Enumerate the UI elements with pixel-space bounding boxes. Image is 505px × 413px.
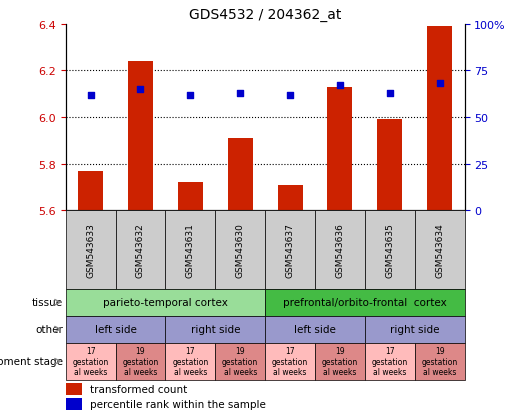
Bar — [166, 343, 215, 380]
Text: 17
gestation
al weeks: 17 gestation al weeks — [272, 347, 308, 376]
Bar — [66, 398, 82, 410]
Text: prefrontal/orbito-frontal  cortex: prefrontal/orbito-frontal cortex — [283, 297, 447, 308]
Point — [136, 86, 144, 93]
Bar — [278, 185, 302, 211]
Bar — [427, 27, 452, 211]
Text: 19
gestation
al weeks: 19 gestation al weeks — [422, 347, 458, 376]
Bar — [166, 211, 215, 289]
Bar — [66, 289, 265, 316]
Bar — [365, 343, 415, 380]
Text: 19
gestation
al weeks: 19 gestation al weeks — [122, 347, 159, 376]
Bar — [315, 211, 365, 289]
Bar — [265, 289, 465, 316]
Bar — [327, 88, 352, 211]
Bar — [116, 211, 166, 289]
Text: GSM543632: GSM543632 — [136, 223, 145, 277]
Text: right side: right side — [190, 324, 240, 335]
Bar — [315, 343, 365, 380]
Bar — [377, 120, 402, 211]
Bar — [178, 183, 203, 211]
Bar — [215, 211, 265, 289]
Text: percentile rank within the sample: percentile rank within the sample — [89, 399, 266, 409]
Text: left side: left side — [294, 324, 336, 335]
Text: GSM543637: GSM543637 — [285, 223, 294, 277]
Text: left side: left side — [94, 324, 136, 335]
Text: parieto-temporal cortex: parieto-temporal cortex — [103, 297, 228, 308]
Point — [286, 92, 294, 99]
Bar — [166, 316, 265, 343]
Bar — [215, 343, 265, 380]
Text: 17
gestation
al weeks: 17 gestation al weeks — [72, 347, 109, 376]
Text: transformed count: transformed count — [89, 384, 187, 394]
Bar — [66, 383, 82, 395]
Text: 19
gestation
al weeks: 19 gestation al weeks — [222, 347, 259, 376]
Point — [386, 90, 394, 97]
Text: 17
gestation
al weeks: 17 gestation al weeks — [172, 347, 209, 376]
Bar — [66, 316, 166, 343]
Text: 17
gestation
al weeks: 17 gestation al weeks — [372, 347, 408, 376]
Point — [86, 92, 94, 99]
Text: GSM543635: GSM543635 — [385, 223, 394, 277]
Bar — [78, 171, 103, 211]
Bar — [365, 211, 415, 289]
Text: 19
gestation
al weeks: 19 gestation al weeks — [322, 347, 358, 376]
Bar — [228, 139, 252, 211]
Point — [186, 92, 194, 99]
Title: GDS4532 / 204362_at: GDS4532 / 204362_at — [189, 8, 341, 22]
Point — [236, 90, 244, 97]
Bar — [265, 211, 315, 289]
Bar — [265, 316, 365, 343]
Point — [336, 83, 344, 89]
Text: other: other — [35, 324, 63, 335]
Text: GSM543636: GSM543636 — [335, 223, 344, 277]
Bar — [415, 343, 465, 380]
Bar — [66, 211, 116, 289]
Text: GSM543634: GSM543634 — [435, 223, 444, 277]
Bar — [365, 316, 465, 343]
Text: tissue: tissue — [32, 297, 63, 308]
Text: GSM543630: GSM543630 — [236, 223, 245, 277]
Bar — [265, 343, 315, 380]
Text: development stage: development stage — [0, 356, 63, 366]
Text: GSM543633: GSM543633 — [86, 223, 95, 277]
Bar — [128, 62, 153, 211]
Bar — [66, 343, 116, 380]
Point — [436, 81, 444, 88]
Bar — [116, 343, 166, 380]
Bar — [415, 211, 465, 289]
Text: GSM543631: GSM543631 — [186, 223, 195, 277]
Text: right side: right side — [390, 324, 439, 335]
